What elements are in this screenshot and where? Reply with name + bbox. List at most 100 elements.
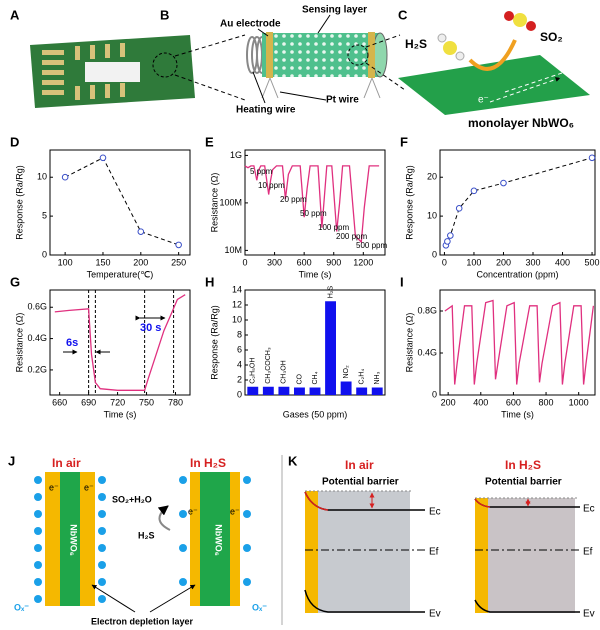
material: NbWO₆ [214,524,224,556]
data-point [588,154,596,162]
y-tick-label: 6 [237,344,242,354]
zoom-line [365,34,401,48]
y-tick-label: 0.2G [27,364,47,374]
band-bending [304,491,329,511]
y-tick-label: 0 [237,389,242,399]
x-tick-label: 900 [326,257,341,267]
y-axis-title: Response (Ra/Rg) [404,165,414,240]
x-tick-label: 500 [585,257,600,267]
x-tick-label: 750 [139,397,154,407]
annotation: 20 ppm [280,195,307,204]
band-bending [474,498,491,508]
bar [247,386,259,395]
electron-arrow [504,71,566,93]
label: In H₂S [190,456,226,470]
category-label: H₂S [327,285,334,298]
x-tick-label: 600 [506,397,521,407]
x-tick-label: 1200 [353,257,373,267]
atom [455,51,465,61]
electrode [368,32,375,78]
zoom-line [174,34,246,57]
pointer [91,584,136,613]
plot-frame [439,289,596,396]
bar [356,387,368,395]
atom [504,11,514,21]
annotation: 500 ppm [356,241,387,250]
label: monolayer NbWO₆ [468,116,574,130]
panel-label: B [160,7,169,22]
annotation: 50 ppm [300,209,327,218]
panel-label: A [10,7,20,22]
x-tick-label: 200 [441,397,456,407]
panel-label: H [205,274,214,289]
zoom-circle [152,52,178,78]
label: Heating wire [236,105,296,116]
x-tick-label: 800 [539,397,554,407]
panel-c: C H₂S SO₂ e⁻ monolayer NbWO₆ [398,7,590,130]
panel-label: E [205,134,214,149]
x-tick-label: 100 [466,257,481,267]
x-tick-label: 0 [442,257,447,267]
monolayer [398,55,590,115]
electrode [266,32,273,78]
x-tick-label: 200 [496,257,511,267]
y-tick-label: 10 [232,314,242,324]
label: Sensing layer [302,5,367,16]
sensing-tube [262,33,380,77]
y-tick-label: 2 [237,374,242,384]
bar [340,381,352,395]
x-tick-label: 720 [110,397,125,407]
x-tick-label: 300 [267,257,282,267]
tube-end [372,32,388,78]
y-tick-label: 1G [230,150,242,160]
y-tick-label: 4 [237,359,242,369]
reaction-arrow [157,505,171,531]
level-label: Ef [583,547,593,558]
level-label: Ev [429,609,441,620]
panel-j: J In air In H₂S e⁻ e⁻ e⁻ e⁻ NbWO₆ NbWO₆ … [8,453,267,626]
plot-frame [49,149,191,256]
nbwo6 [60,472,80,606]
data-point [455,205,463,212]
valence-band [474,599,580,613]
data-point [99,154,107,162]
data-point [137,228,145,235]
y-tick-label: 10M [224,245,242,255]
x-tick-label: 200 [133,257,148,267]
zoom-line [365,62,406,91]
reaction-arrow [468,39,517,71]
category-label: CH₃COCH₃ [265,347,272,384]
atom [443,41,457,55]
x-axis-title: Time (s) [104,409,137,419]
y-tick-label: 10 [427,210,437,220]
atom [513,13,527,27]
ion: Oₓ⁻ [252,602,267,612]
data-line [445,157,593,246]
panel-b: B Sensing layer Au electrode Heating wir… [160,5,406,116]
material: NbWO₆ [69,524,79,556]
zoom-circle [347,44,369,66]
data-point [61,173,69,181]
category-label: CH₄ [312,371,319,384]
category-label: CO [296,373,303,384]
electron: e⁻ [84,482,94,492]
label: SO₂ [540,30,563,44]
label: Pt wire [326,95,359,106]
x-tick-label: 100 [58,257,73,267]
x-axis-title: Temperature(℃) [87,269,154,279]
plot-frame [49,289,191,396]
data-line [64,157,179,246]
y-tick-label: 12 [232,299,242,309]
x-tick-label: 1000 [569,397,589,407]
y-axis-title: Response (Ra/Rg) [209,305,219,380]
label: SO₂+H₂O [112,494,152,504]
data-point [500,179,507,187]
x-axis-title: Gases (50 ppm) [283,409,348,419]
panel-label: G [10,274,20,289]
panel-a: A [10,7,246,108]
y-tick-label: 8 [237,329,242,339]
label: e⁻ [478,95,489,106]
y-tick-label: 0.8G [417,305,437,315]
pt-wire [261,77,381,99]
